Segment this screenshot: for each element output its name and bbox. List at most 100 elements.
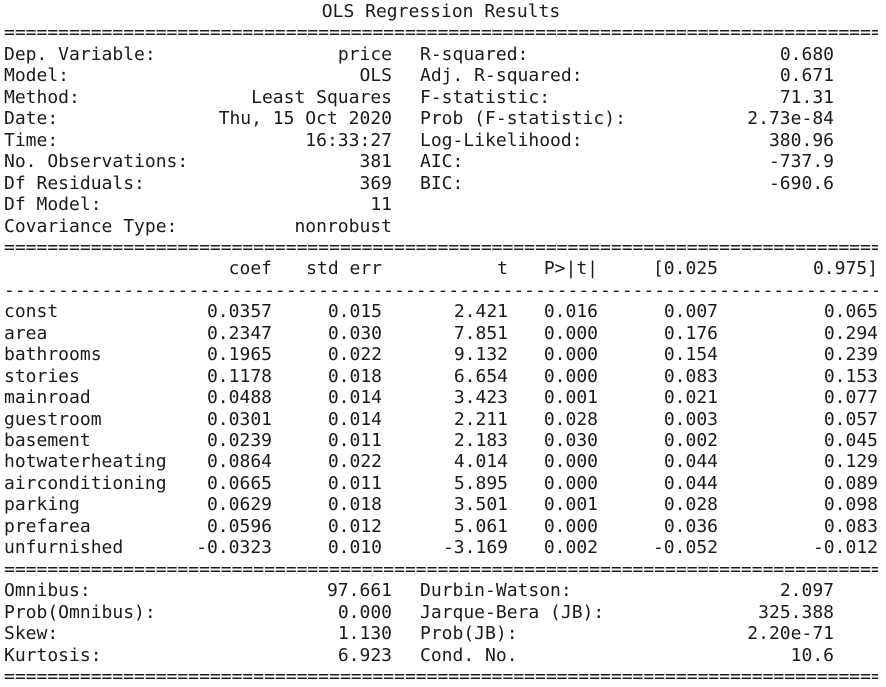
- info-row: Prob(Omnibus): 0.000: [4, 602, 392, 623]
- info-row: Prob (F-statistic): 2.73e-84: [420, 108, 834, 129]
- coef-cell: 0.0357: [206, 301, 272, 323]
- separator-double-bottom: ========================================…: [4, 665, 878, 687]
- coef-cell: 7.851: [453, 322, 508, 344]
- coef-cell: 0.001: [543, 494, 598, 516]
- coef-cell: 0.000: [543, 515, 598, 537]
- bottom-info-left: Omnibus: 97.661 Prob(Omnibus): 0.000 Skew: 1.…: [4, 580, 392, 666]
- separator-double-mid1: ========================================…: [4, 236, 878, 258]
- separator-double-mid2: ========================================…: [4, 558, 878, 580]
- info-row: Log-Likelihood: 380.96: [420, 130, 834, 151]
- coef-cell: 0.000: [543, 451, 598, 473]
- top-info-left: Dep. Variable: price Model: OLS Method: Least…: [4, 44, 392, 237]
- coef-cell: 0.015: [327, 301, 382, 323]
- report-title: OLS Regression Results: [321, 1, 561, 22]
- info-label: Df Model:: [4, 194, 102, 216]
- info-row: Df Residuals: 369: [4, 173, 392, 194]
- separator-dashed: ----------------------------------------…: [4, 279, 878, 301]
- info-row: Skew: 1.130: [4, 623, 392, 644]
- coef-row-name: prefarea: [4, 515, 91, 537]
- coef-table-row: basement 0.0239 0.011 2.183 0.030 0.002 0.045: [4, 430, 878, 451]
- info-label: Cond. No.: [420, 644, 518, 666]
- coef-cell: 0.007: [663, 301, 718, 323]
- coef-row-name: stories: [4, 365, 80, 387]
- info-label: Prob(Omnibus):: [4, 601, 156, 623]
- info-value: 369: [359, 172, 392, 194]
- coef-cell: -0.0323: [196, 537, 272, 559]
- coef-cell: 0.083: [823, 515, 878, 537]
- coef-table-row: prefarea 0.0596 0.012 5.061 0.000 0.036 0.083: [4, 516, 878, 537]
- coef-cell: 0.1178: [206, 365, 272, 387]
- info-value: 381: [359, 151, 392, 173]
- info-value: price: [337, 43, 392, 65]
- coef-cell: 0.044: [663, 451, 718, 473]
- coef-cell: 6.654: [453, 365, 508, 387]
- coef-cell: 0.003: [663, 408, 718, 430]
- info-label: Prob(JB):: [420, 623, 518, 645]
- coef-cell: 0.001: [543, 387, 598, 409]
- coef-cell: 0.065: [823, 301, 878, 323]
- coef-header-pvalue: P>|t|: [543, 258, 598, 280]
- coef-cell: 0.0864: [206, 451, 272, 473]
- coef-row-name: mainroad: [4, 387, 91, 409]
- info-row: Durbin-Watson: 2.097: [420, 580, 834, 601]
- coef-cell: -0.012: [812, 537, 878, 559]
- coef-cell: 0.010: [327, 537, 382, 559]
- coef-table-row: guestroom 0.0301 0.014 2.211 0.028 0.003 0.057: [4, 409, 878, 430]
- info-row: R-squared: 0.680: [420, 44, 834, 65]
- info-value: 2.097: [779, 580, 834, 602]
- coef-header-ci-low: [0.025: [652, 258, 718, 280]
- coef-table-row: parking 0.0629 0.018 3.501 0.001 0.028 0.098: [4, 494, 878, 515]
- coef-cell: 0.011: [327, 472, 382, 494]
- info-value: 97.661: [326, 580, 392, 602]
- info-label: No. Observations:: [4, 151, 189, 173]
- top-info-right: R-squared: 0.680 Adj. R-squared: 0.671 F-sta…: [420, 44, 878, 237]
- info-label: Method:: [4, 86, 80, 108]
- coef-cell: 0.0488: [206, 387, 272, 409]
- info-label: Time:: [4, 129, 59, 151]
- coef-cell: 0.022: [327, 344, 382, 366]
- top-info-section: Dep. Variable: price Model: OLS Method: Least…: [4, 44, 878, 237]
- coef-cell: 2.211: [453, 408, 508, 430]
- coef-cell: 0.014: [327, 408, 382, 430]
- info-value: -690.6: [768, 172, 834, 194]
- info-value: 6.923: [337, 644, 392, 666]
- coef-table-row: hotwaterheating 0.0864 0.022 4.014 0.000 0.04…: [4, 451, 878, 472]
- coef-cell: 0.045: [823, 430, 878, 452]
- coef-header-name: [4, 258, 176, 279]
- coef-cell: 0.153: [823, 365, 878, 387]
- info-label: F-statistic:: [420, 86, 551, 108]
- info-row: Date: Thu, 15 Oct 2020: [4, 108, 392, 129]
- coef-cell: 0.083: [663, 365, 718, 387]
- coef-table-row: bathrooms 0.1965 0.022 9.132 0.000 0.154 0.239: [4, 344, 878, 365]
- info-value: 0.680: [779, 43, 834, 65]
- coef-cell: 0.028: [663, 494, 718, 516]
- coef-header-coef: coef: [228, 258, 272, 280]
- coef-cell: 0.044: [663, 472, 718, 494]
- info-value: Thu, 15 Oct 2020: [218, 108, 392, 130]
- coef-cell: 0.018: [327, 494, 382, 516]
- info-row: Covariance Type: nonrobust: [4, 216, 392, 237]
- info-label: Dep. Variable:: [4, 43, 156, 65]
- info-row: Kurtosis: 6.923: [4, 645, 392, 666]
- coef-cell: 0.002: [543, 537, 598, 559]
- info-label: Durbin-Watson:: [420, 580, 572, 602]
- coef-cell: 0.000: [543, 472, 598, 494]
- coef-cell: 0.016: [543, 301, 598, 323]
- coef-cell: 0.154: [663, 344, 718, 366]
- coef-cell: 5.895: [453, 472, 508, 494]
- coef-cell: 0.014: [327, 387, 382, 409]
- info-label: Adj. R-squared:: [420, 65, 583, 87]
- coef-cell: 0.018: [327, 365, 382, 387]
- coef-cell: 0.239: [823, 344, 878, 366]
- info-row: Omnibus: 97.661: [4, 580, 392, 601]
- info-label: Jarque-Bera (JB):: [420, 601, 605, 623]
- coef-cell: 0.129: [823, 451, 878, 473]
- info-row: BIC: -690.6: [420, 173, 834, 194]
- coef-table-row: const 0.0357 0.015 2.421 0.016 0.007 0.065: [4, 301, 878, 322]
- coef-cell: -3.169: [442, 537, 508, 559]
- info-label: BIC:: [420, 172, 464, 194]
- info-value: Least Squares: [251, 86, 392, 108]
- coef-cell: 0.0596: [206, 515, 272, 537]
- info-row: Cond. No. 10.6: [420, 645, 834, 666]
- coef-row-name: bathrooms: [4, 344, 102, 366]
